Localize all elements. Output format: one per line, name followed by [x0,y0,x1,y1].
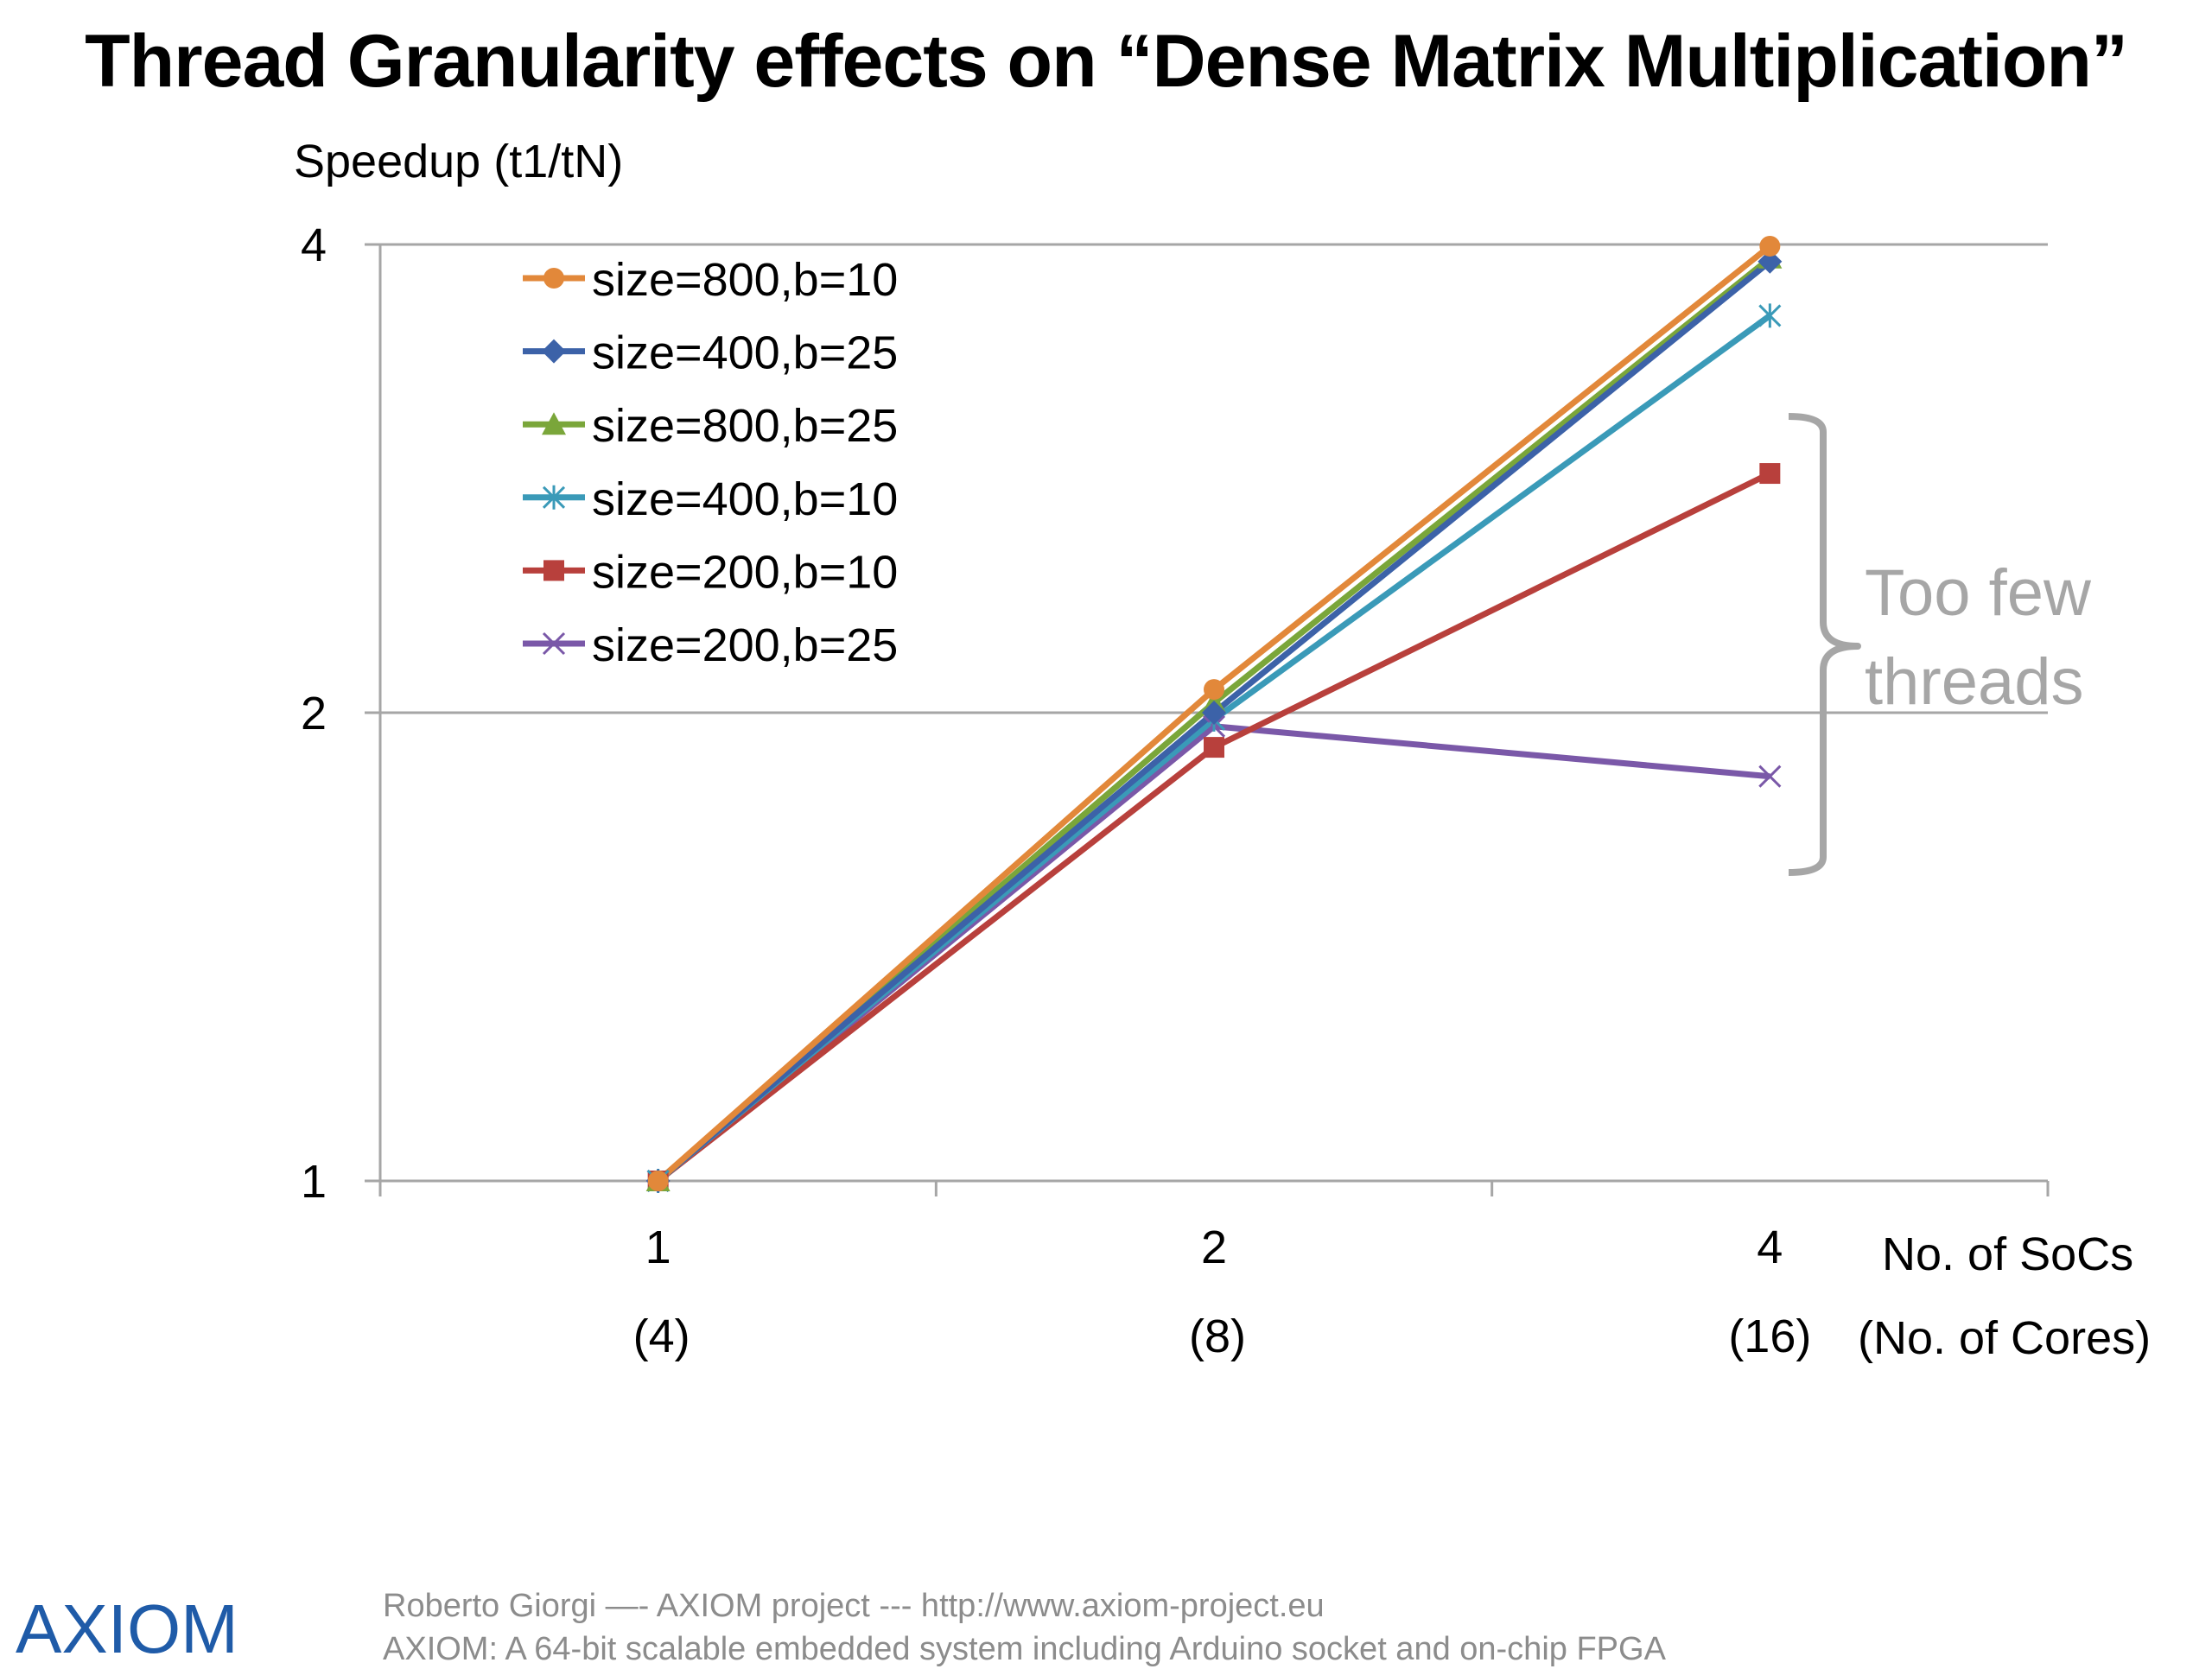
legend-entry: size=400,b=10 [592,473,898,525]
y-tick-label: 2 [301,688,327,739]
legend-marker [543,268,564,289]
footer-author-line: Roberto Giorgi —- AXIOM project --- http… [383,1588,1325,1624]
x-tick-label-secondary: (8) [1189,1310,1246,1362]
legend-marker [542,412,566,435]
annotation-text: Too few [1865,556,2092,630]
axiom-logo: AXIOM [16,1590,238,1667]
legend-marker [543,560,564,581]
legend-entry: size=800,b=10 [592,254,898,306]
x-tick-label: 1 [645,1222,671,1273]
y-tick-label: 4 [301,219,327,271]
data-point [1758,765,1782,788]
slide-title: Thread Granularity effects on “Dense Mat… [85,20,2128,103]
data-point [1759,463,1781,485]
series-line-size=200,b=25 [656,723,1770,1184]
legend-entry: size=400,b=25 [592,327,898,379]
x-tick-label-secondary: (4) [633,1310,690,1362]
y-tick-label: 1 [301,1156,327,1208]
legend-entry: size=200,b=25 [592,619,898,671]
x-tick-label-secondary: (16) [1728,1310,1811,1362]
bracket-annotation [1788,413,1861,876]
y-axis-label: Speedup (t1/tN) [294,136,623,187]
legend-marker [542,339,566,364]
data-point [1204,679,1224,701]
annotation-text: threads [1865,645,2084,719]
legend-entry: size=800,b=25 [592,400,898,452]
data-point [1204,737,1224,758]
data-point [1758,249,1783,274]
legend-marker [542,631,566,656]
x-tick-label: 2 [1201,1222,1227,1273]
legend-entry: size=200,b=10 [592,546,898,598]
x-tick-label: 4 [1757,1222,1783,1273]
x-axis-label: No. of SoCs [1882,1228,2133,1280]
data-point [647,1171,669,1191]
data-point [1759,235,1781,257]
legend-marker [542,485,566,510]
data-point [1758,303,1782,328]
footer-project-description: AXIOM: A 64-bit scalable embedded system… [383,1631,1666,1667]
data-point [1202,701,1226,725]
x-axis-label-secondary: (No. of Cores) [1858,1312,2151,1364]
